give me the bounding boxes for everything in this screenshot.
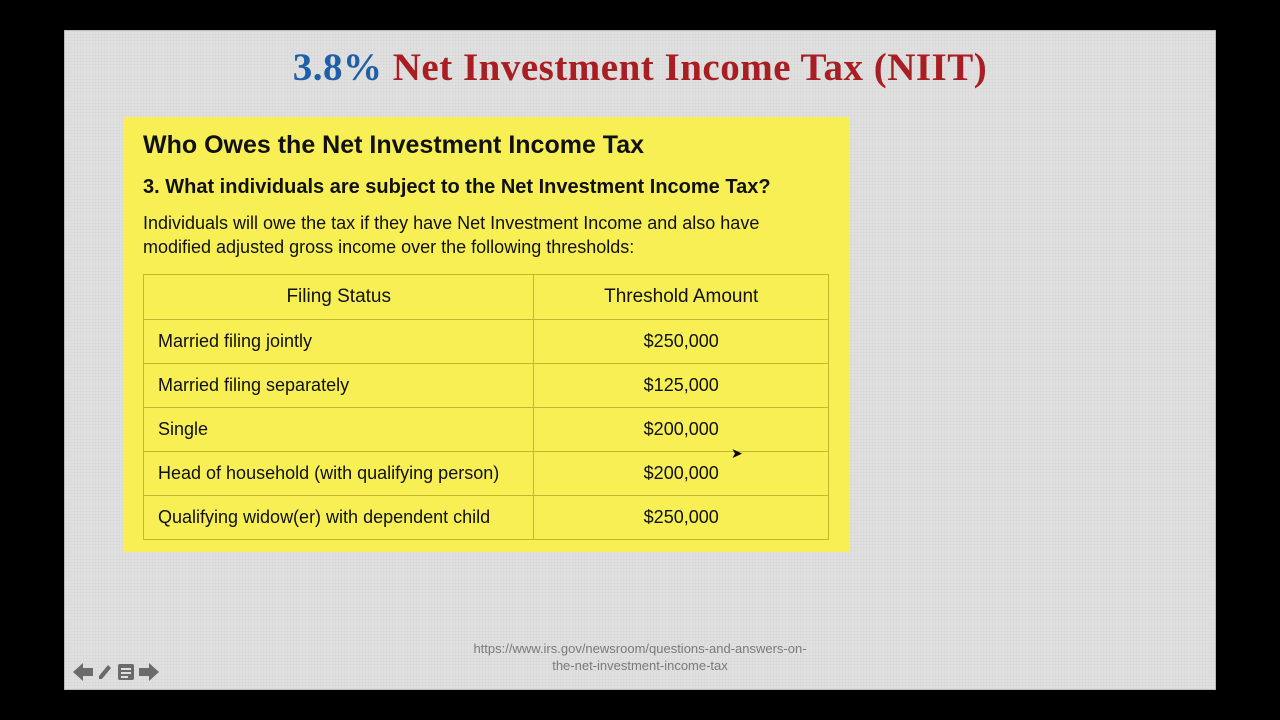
citation-line2: the-net-investment-income-tax — [552, 658, 728, 673]
cell-amount: $250,000 — [534, 319, 829, 363]
table-row: Qualifying widow(er) with dependent chil… — [144, 495, 829, 539]
cell-amount: $125,000 — [534, 363, 829, 407]
cell-status: Head of household (with qualifying perso… — [144, 451, 534, 495]
cell-status: Married filing separately — [144, 363, 534, 407]
cursor-icon: ➤ — [731, 445, 743, 462]
cell-status: Qualifying widow(er) with dependent chil… — [144, 495, 534, 539]
slide: 3.8% Net Investment Income Tax (NIIT) Wh… — [64, 30, 1216, 690]
title-main: Net Investment Income Tax (NIIT) — [393, 46, 988, 89]
col-header-status: Filing Status — [144, 274, 534, 319]
cell-amount: $200,000 — [534, 407, 829, 451]
panel-question: 3. What individuals are subject to the N… — [143, 176, 829, 199]
table-row: Single $200,000 — [144, 407, 829, 451]
title-percent: 3.8% — [293, 46, 383, 89]
citation: https://www.irs.gov/newsroom/questions-a… — [65, 641, 1215, 675]
prev-arrow-icon[interactable] — [73, 663, 93, 681]
citation-line1: https://www.irs.gov/newsroom/questions-a… — [473, 641, 806, 656]
panel-body: Individuals will owe the tax if they hav… — [143, 211, 829, 260]
threshold-table: Filing Status Threshold Amount Married f… — [143, 274, 829, 540]
content-panel: Who Owes the Net Investment Income Tax 3… — [123, 117, 849, 552]
slide-title: 3.8% Net Investment Income Tax (NIIT) — [65, 31, 1215, 90]
cell-status: Single — [144, 407, 534, 451]
col-header-amount: Threshold Amount — [534, 274, 829, 319]
cell-amount: $250,000 — [534, 495, 829, 539]
table-header-row: Filing Status Threshold Amount — [144, 274, 829, 319]
table-row: Head of household (with qualifying perso… — [144, 451, 829, 495]
panel-heading: Who Owes the Net Investment Income Tax — [143, 131, 829, 160]
slide-nav — [73, 663, 159, 681]
pen-icon[interactable] — [97, 663, 113, 681]
table-row: Married filing jointly $250,000 — [144, 319, 829, 363]
next-arrow-icon[interactable] — [139, 663, 159, 681]
cell-status: Married filing jointly — [144, 319, 534, 363]
table-row: Married filing separately $125,000 — [144, 363, 829, 407]
cell-amount: $200,000 — [534, 451, 829, 495]
menu-icon[interactable] — [117, 663, 135, 681]
